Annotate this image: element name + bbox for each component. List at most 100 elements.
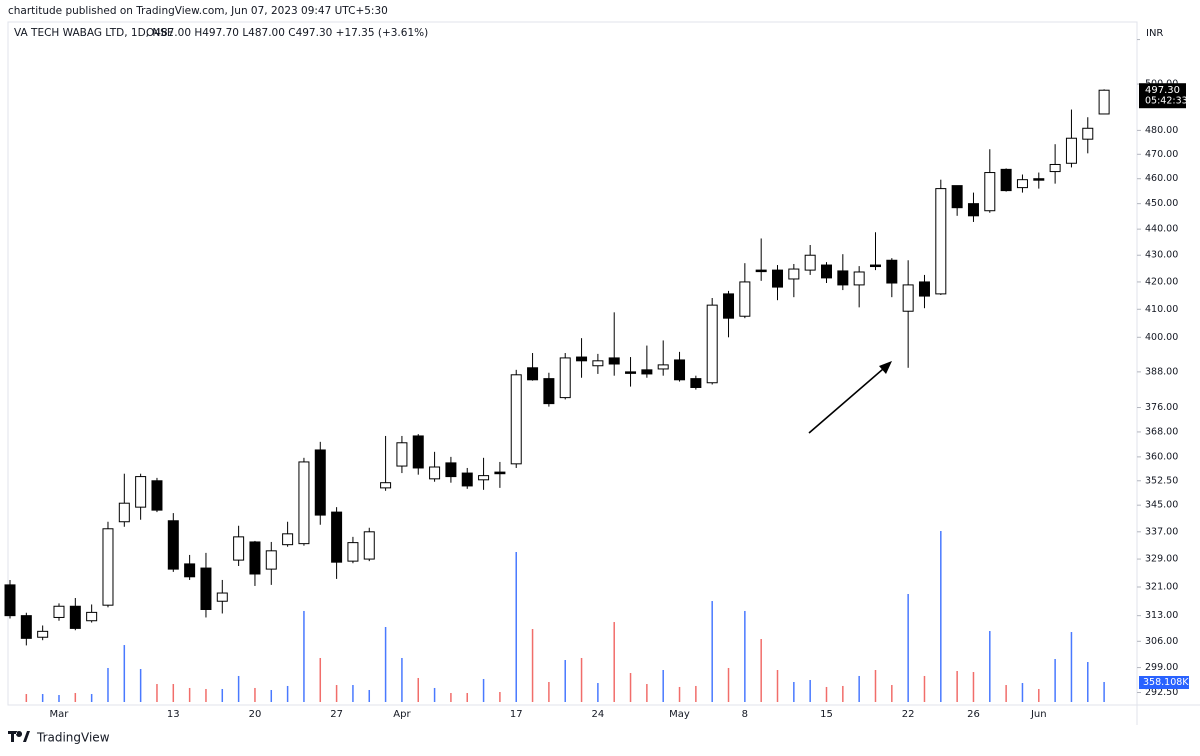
ohlc-legend: O487.00 H497.70 L487.00 C497.30 +17.35 (… [146, 27, 428, 39]
y-tick-label: 460.00 [1145, 173, 1178, 184]
volume-bar [74, 693, 77, 702]
candle-body [298, 461, 310, 545]
volume-bar [972, 672, 975, 702]
candle-body [853, 271, 865, 286]
candle-body [902, 284, 914, 312]
x-tick-label: Jun [1030, 709, 1047, 720]
candle-body [118, 502, 130, 523]
volume-bar [450, 693, 452, 702]
arrow [808, 362, 891, 434]
candle-body [69, 605, 81, 629]
volume-bar [156, 684, 158, 702]
y-tick-label: 440.00 [1145, 224, 1178, 235]
candle-body [821, 264, 832, 279]
candle-body [918, 281, 930, 297]
volume-bar [499, 692, 501, 702]
candle-body [576, 356, 588, 362]
volume-bar [286, 685, 289, 702]
volume-bar [466, 693, 468, 702]
volume-bar [335, 685, 338, 702]
y-tick-label: 306.00 [1145, 636, 1178, 647]
x-tick-label: 20 [249, 709, 262, 720]
candle-body [837, 270, 849, 286]
candle-body [755, 269, 767, 273]
x-tick-label: 22 [902, 709, 915, 720]
y-tick-label: 352.50 [1145, 475, 1178, 486]
volume-bar [678, 686, 681, 702]
candle-body [625, 371, 637, 374]
volume-bar [695, 685, 697, 702]
candle-body [445, 462, 457, 478]
candle-body [53, 605, 65, 618]
y-tick-label: 400.00 [1145, 332, 1178, 343]
y-tick-label: 388.00 [1145, 366, 1178, 377]
volume-bar [662, 670, 664, 702]
candle-body [249, 541, 261, 575]
candle-body [706, 304, 718, 384]
candle-body [804, 254, 816, 271]
y-tick-label: 376.00 [1145, 402, 1178, 413]
volume-bar [1103, 682, 1105, 702]
y-tick-label: 480.00 [1145, 125, 1178, 136]
volume-label: 358.108K [1143, 677, 1189, 688]
volume-bar [727, 667, 730, 702]
candle-body [1049, 163, 1061, 173]
x-tick-label: 13 [167, 709, 180, 720]
candle-body [739, 281, 751, 317]
y-tick-label: 430.00 [1145, 250, 1178, 261]
candle-body [412, 435, 424, 469]
x-tick-label: 27 [330, 709, 343, 720]
y-tick-label: 321.00 [1145, 582, 1178, 593]
candle-body [674, 359, 686, 381]
volume-bar [793, 682, 795, 702]
volume-bar [580, 657, 583, 702]
candle-body [429, 466, 441, 480]
candle-body [37, 630, 49, 638]
volume-bar [1038, 688, 1040, 702]
candle-body [967, 203, 979, 217]
volume-bar [205, 688, 207, 702]
volume-bar [139, 668, 142, 702]
candle-body [184, 563, 196, 578]
candle-body [1016, 179, 1028, 189]
y-tick-label: 337.00 [1145, 526, 1178, 537]
volume-bar [809, 679, 811, 702]
candle-body [314, 449, 326, 516]
currency: INR [1146, 28, 1163, 39]
candle-body [265, 550, 277, 570]
candle-body [951, 185, 963, 209]
candle-body [200, 567, 212, 610]
volume-bar [1070, 632, 1073, 702]
candle-body [886, 259, 898, 284]
candle-body [510, 374, 522, 465]
candle-body [1065, 137, 1077, 164]
candle-body [167, 520, 179, 570]
volume-bar [711, 601, 713, 702]
y-tick-label: 345.00 [1145, 500, 1178, 511]
volume-bar [940, 531, 942, 702]
candle-body [935, 188, 947, 295]
volume-bar [254, 687, 256, 702]
x-tick-label: 8 [742, 709, 748, 720]
y-tick-label: 420.00 [1145, 276, 1178, 287]
candle-body [1033, 178, 1045, 181]
candle-body [788, 268, 800, 280]
volume-bar [41, 694, 44, 702]
volume-bar [646, 684, 648, 702]
x-tick-label: 24 [592, 709, 605, 720]
brand-logo [8, 731, 30, 742]
volume-bar [123, 645, 126, 702]
candle-body [282, 533, 294, 546]
candle-body [984, 172, 996, 212]
volume-bar [1021, 683, 1024, 702]
volume-bar [842, 685, 844, 702]
volume-bar [270, 689, 273, 702]
candle-body [151, 480, 163, 511]
candle-body [592, 360, 604, 367]
candle-body [478, 475, 490, 481]
candle-body [690, 378, 702, 388]
currency-bg [1140, 24, 1180, 44]
volume-bar [482, 678, 485, 702]
candle-body [1098, 89, 1110, 115]
candle-body [527, 367, 539, 381]
